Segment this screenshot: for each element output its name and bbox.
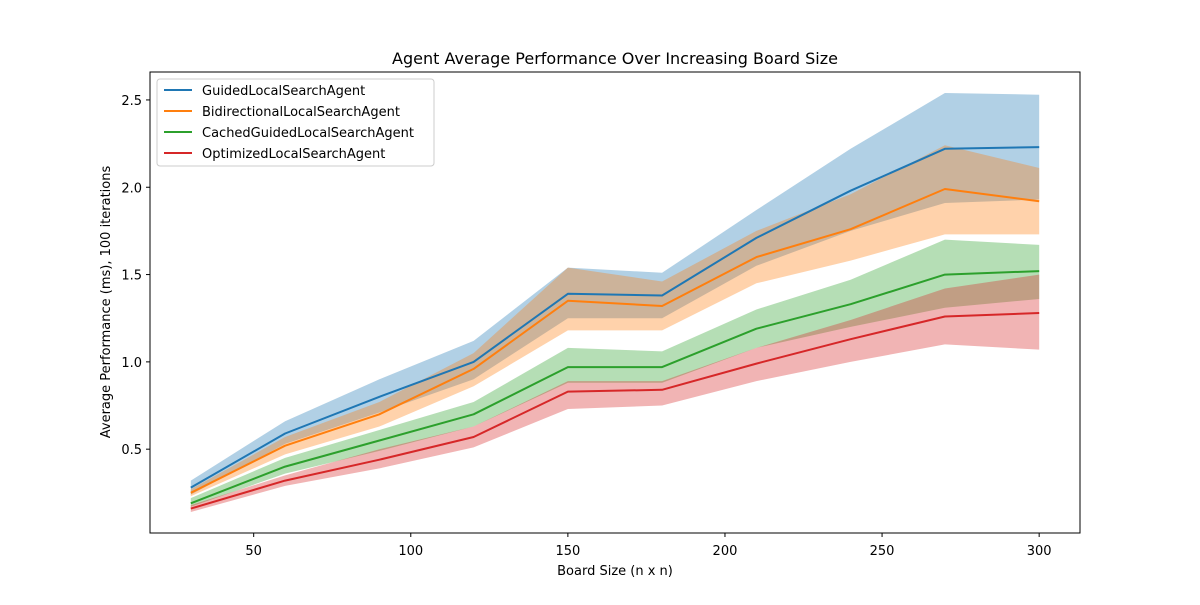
x-tick-label: 150 <box>555 544 580 559</box>
y-tick-label: 2.0 <box>121 181 142 196</box>
x-axis-ticks: 50 100 150 200 250 300 <box>245 533 1052 559</box>
x-tick-label: 100 <box>398 544 423 559</box>
y-axis-ticks: 0.5 1.0 1.5 2.0 2.5 <box>121 94 150 458</box>
confidence-band-3 <box>190 274 1040 512</box>
x-tick-label: 300 <box>1027 544 1052 559</box>
confidence-band-1 <box>190 145 1040 497</box>
y-tick-label: 1.0 <box>121 356 142 371</box>
legend-box <box>156 78 435 167</box>
x-axis-label: Board Size (n x n) <box>557 564 673 579</box>
x-tick-label: 200 <box>713 544 738 559</box>
chart-title: Agent Average Performance Over Increasin… <box>392 49 838 68</box>
x-tick-label: 50 <box>245 544 262 559</box>
y-axis-label: Average Performance (ms), 100 iterations <box>99 166 114 439</box>
series-lines <box>190 146 1040 510</box>
y-tick-label: 2.5 <box>121 94 142 109</box>
x-tick-label: 250 <box>870 544 895 559</box>
series-line-2 <box>190 270 1040 505</box>
legend-label-2: CachedGuidedLocalSearchAgent <box>202 126 414 141</box>
legend: GuidedLocalSearchAgent BidirectionalLocal… <box>156 78 435 167</box>
legend-label-3: OptimizedLocalSearchAgent <box>202 147 385 162</box>
series-line-3 <box>190 312 1040 510</box>
series-line-0 <box>190 146 1040 489</box>
y-tick-label: 1.5 <box>121 269 142 284</box>
legend-label-0: GuidedLocalSearchAgent <box>202 84 365 99</box>
series-line-1 <box>190 188 1040 494</box>
confidence-band-2 <box>190 239 1040 507</box>
plot-frame <box>149 71 1081 534</box>
y-tick-label: 0.5 <box>121 443 142 458</box>
legend-label-1: BidirectionalLocalSearchAgent <box>202 105 400 120</box>
